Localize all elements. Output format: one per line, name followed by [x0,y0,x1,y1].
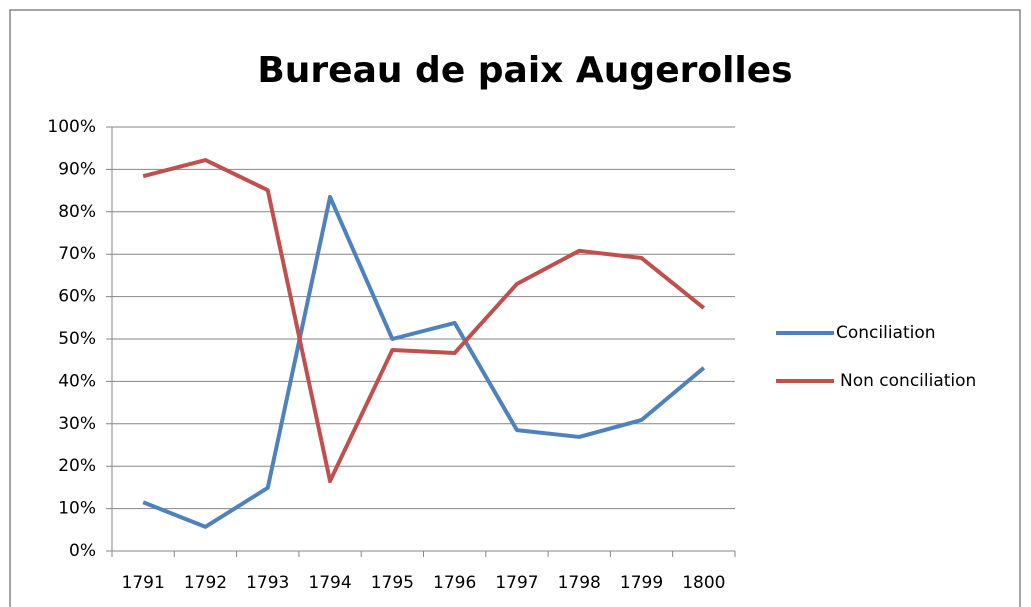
legend-label: Non conciliation [840,371,976,391]
y-tick-label: 0% [69,541,96,561]
y-tick-label: 50% [58,329,96,349]
y-tick-label: 20% [58,456,96,476]
line-series [142,194,706,529]
x-tick-label: 1795 [371,573,414,593]
y-tick-label: 10% [58,499,96,519]
y-tick-label: 60% [58,287,96,307]
x-tick-label: 1796 [433,573,476,593]
y-tick-label: 90% [58,159,96,179]
x-tick-label: 1792 [184,573,227,593]
x-tick-label: 1791 [122,573,165,593]
chart-border [9,9,1021,607]
y-tick-label: 100% [47,117,96,137]
chart-title: Bureau de paix Augerolles [257,50,792,91]
x-tick-label: 1797 [495,573,538,593]
y-tick-label: 70% [58,244,96,264]
y-tick-label: 40% [58,371,96,391]
x-tick-label: 1798 [558,573,601,593]
x-tick-label: 1793 [246,573,289,593]
y-tick-label: 30% [58,414,96,434]
legend-label: Conciliation [836,323,936,343]
x-tick-label: 1799 [620,573,663,593]
x-tick-label: 1794 [308,573,351,593]
y-tick-label: 80% [58,202,96,222]
line-series [142,158,706,484]
x-tick-label: 1800 [682,573,725,593]
